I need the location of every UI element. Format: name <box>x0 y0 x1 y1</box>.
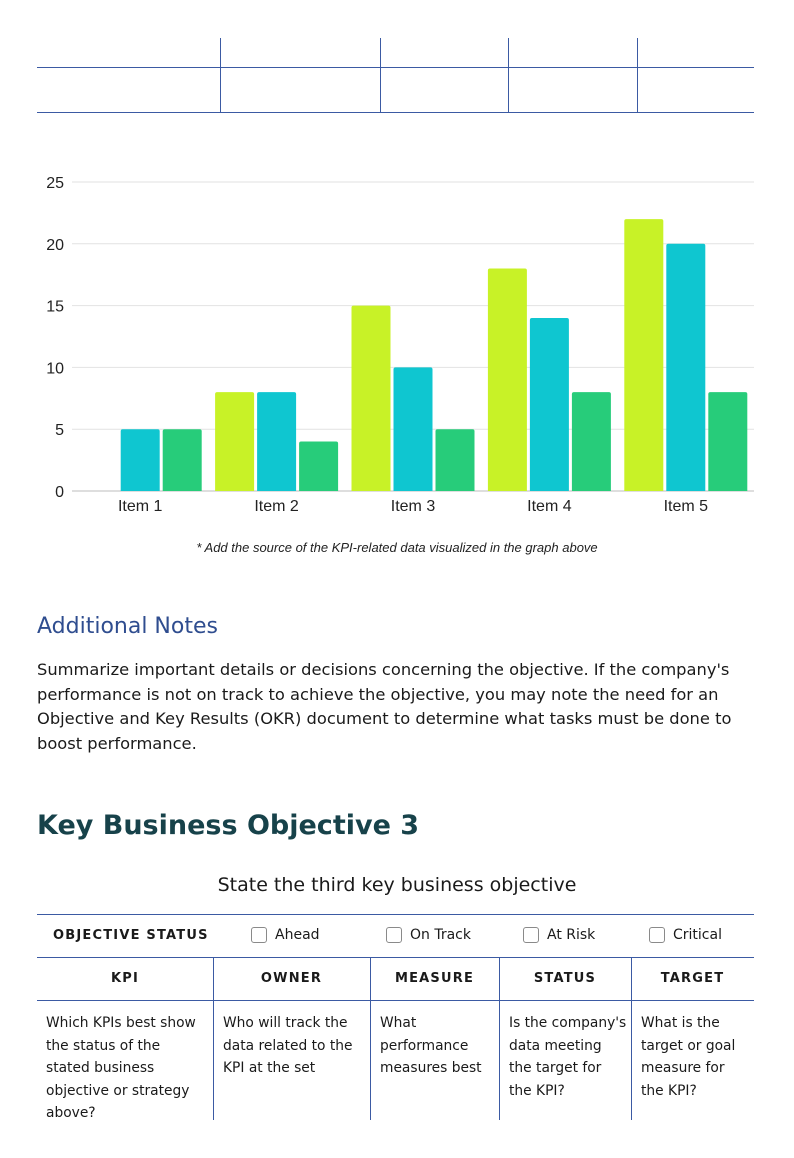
status-option-critical[interactable]: Critical <box>649 927 722 943</box>
table-column-divider <box>220 38 221 113</box>
bar <box>529 317 569 491</box>
bar <box>120 429 160 491</box>
column-header-kpi: KPI <box>110 971 140 986</box>
bar <box>624 219 664 491</box>
bar <box>708 392 748 491</box>
status-option-label: On Track <box>410 927 471 943</box>
table-cell-status[interactable]: Is the company's data meeting the target… <box>509 1015 627 1099</box>
previous-table <box>37 38 754 113</box>
y-tick-label: 0 <box>55 484 64 501</box>
table-column-divider <box>213 957 214 1120</box>
status-option-ahead[interactable]: Ahead <box>251 927 320 943</box>
table-cell-measure[interactable]: What performance measures best <box>380 1015 482 1076</box>
x-tick-label: Item 3 <box>391 498 436 515</box>
bar-chart-svg: 0 5 10 15 20 25 Item 1 Item 2 Item 3 Item 4 Item 5 <box>46 175 754 515</box>
table-divider <box>37 957 754 958</box>
table-divider <box>37 112 754 113</box>
table-column-divider <box>499 957 500 1120</box>
table-divider <box>37 67 754 68</box>
checkbox-icon[interactable] <box>523 927 539 943</box>
table-column-divider <box>380 38 381 113</box>
objective-heading: Key Business Objective 3 <box>37 810 420 841</box>
objective-kpi-table: OBJECTIVE STATUS Ahead On Track At Risk … <box>37 914 754 1121</box>
objective-status-label: OBJECTIVE STATUS <box>53 928 209 943</box>
checkbox-icon[interactable] <box>649 927 665 943</box>
table-divider <box>37 1000 754 1001</box>
bar <box>571 392 611 491</box>
table-column-divider <box>370 957 371 1120</box>
table-column-divider <box>637 38 638 113</box>
bar <box>393 367 433 491</box>
chart-source-note: * Add the source of the KPI-related data… <box>196 540 598 555</box>
column-header-target: TARGET <box>660 971 725 986</box>
bar <box>435 429 475 491</box>
additional-notes-heading: Additional Notes <box>37 614 218 639</box>
additional-notes-body: Summarize important details or decisions… <box>37 660 732 753</box>
y-tick-label: 5 <box>55 422 64 439</box>
y-tick-label: 15 <box>46 299 64 316</box>
bar <box>257 392 297 491</box>
status-option-at-risk[interactable]: At Risk <box>523 927 595 943</box>
column-header-status: STATUS <box>533 971 597 986</box>
status-option-on-track[interactable]: On Track <box>386 927 471 943</box>
x-tick-label: Item 5 <box>664 498 709 515</box>
x-tick-label: Item 1 <box>118 498 163 515</box>
y-tick-label: 20 <box>46 237 64 254</box>
y-tick-label: 10 <box>46 360 64 377</box>
table-divider <box>37 914 754 915</box>
table-cell-kpi[interactable]: Which KPIs best show the status of the s… <box>46 1015 196 1121</box>
bar <box>215 392 255 491</box>
table-cell-owner[interactable]: Who will track the data related to the K… <box>223 1015 353 1076</box>
table-column-divider <box>508 38 509 113</box>
status-option-label: Ahead <box>275 927 320 943</box>
bar <box>351 305 391 491</box>
y-tick-label: 25 <box>46 175 64 192</box>
checkbox-icon[interactable] <box>386 927 402 943</box>
bar <box>487 268 527 491</box>
table-cell-target[interactable]: What is the target or goal measure for t… <box>641 1015 736 1099</box>
table-column-divider <box>631 957 632 1120</box>
x-tick-label: Item 2 <box>254 498 299 515</box>
x-tick-label: Item 4 <box>527 498 572 515</box>
status-option-label: Critical <box>673 927 722 943</box>
objective-subtitle[interactable]: State the third key business objective <box>217 874 577 896</box>
column-header-measure: MEASURE <box>394 971 475 986</box>
bar <box>666 243 706 491</box>
status-option-label: At Risk <box>547 927 596 943</box>
kpi-bar-chart: 0 5 10 15 20 25 Item 1 Item 2 Item 3 Item 4 Item 5 <box>0 160 794 530</box>
bar <box>162 429 202 491</box>
checkbox-icon[interactable] <box>251 927 267 943</box>
column-header-owner: OWNER <box>260 971 323 986</box>
bar <box>299 441 339 491</box>
